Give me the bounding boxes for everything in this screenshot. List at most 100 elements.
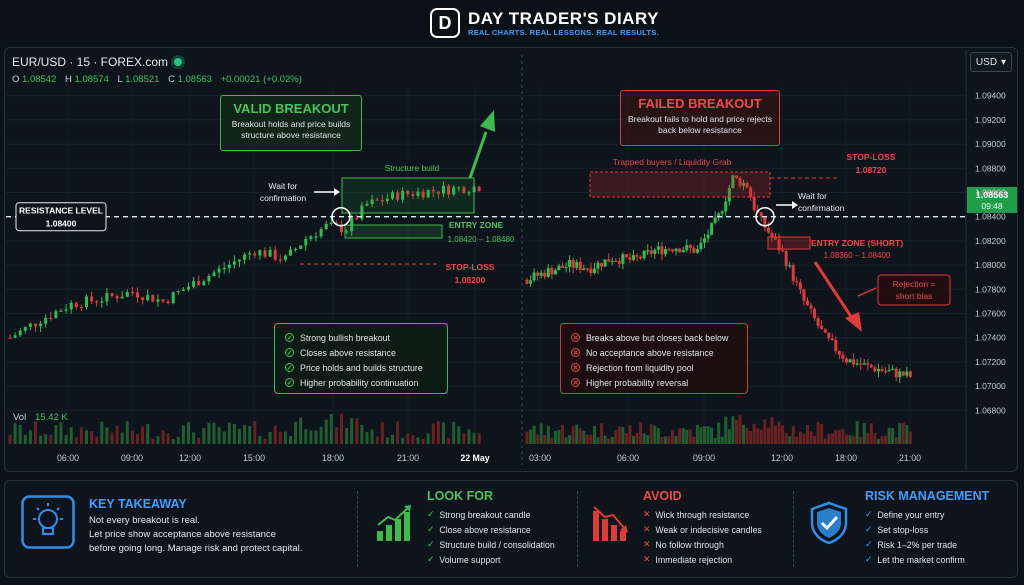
resistance-label-box xyxy=(15,202,107,232)
volume-bar xyxy=(564,437,568,444)
candle-body xyxy=(600,262,604,267)
wait-left-line-1: Wait for xyxy=(269,181,298,191)
volume-bar xyxy=(770,417,774,444)
symbol-header[interactable]: EUR/USD · 15 · FOREX.com xyxy=(12,55,183,69)
candle-body xyxy=(283,255,287,260)
key-takeaway-section: KEY TAKEAWAY Not every breakout is real.… xyxy=(17,481,347,577)
x-tick-label: 21:00 xyxy=(397,453,419,463)
candle-body xyxy=(329,222,333,224)
volume-bar xyxy=(141,426,145,444)
growth-bars-icon xyxy=(377,505,411,541)
volume-bar xyxy=(329,413,333,444)
volume-bar xyxy=(837,430,841,444)
list-item: ✕ Breaks above but closes back below xyxy=(571,330,737,345)
volume-bar xyxy=(105,427,109,444)
volume-bar xyxy=(731,416,735,444)
volume-bar xyxy=(334,427,338,444)
candle-body xyxy=(90,296,94,302)
candle-body xyxy=(125,292,129,297)
stop-loss-long-label: STOP-LOSS xyxy=(446,262,495,272)
candle-body xyxy=(39,323,43,327)
candle-body xyxy=(607,259,611,262)
candle-body xyxy=(115,295,119,299)
volume-bar xyxy=(816,422,820,444)
check-circle-icon: ✓ xyxy=(285,378,294,387)
candle-body xyxy=(745,182,749,188)
list-item: ✓ Price holds and builds structure xyxy=(285,360,437,375)
volume-bar xyxy=(791,426,795,444)
volume-bar xyxy=(391,434,394,444)
volume-bar xyxy=(539,423,543,444)
volume-bar xyxy=(724,416,728,444)
candle-body xyxy=(667,249,671,251)
candle-body xyxy=(894,368,898,378)
candle-body xyxy=(100,301,104,303)
volume-bar xyxy=(550,437,554,444)
x-icon: ✕ xyxy=(643,509,651,519)
volume-bar xyxy=(85,430,88,444)
candle-body xyxy=(582,268,586,270)
list-item: ✓ Let the market confirm xyxy=(865,554,965,565)
last-price-value: 1.08563 xyxy=(976,190,1009,200)
candle-body xyxy=(18,330,22,336)
x-tick-label: 06:00 xyxy=(57,453,79,463)
candle-body xyxy=(197,280,201,286)
stop-loss-short-label: STOP-LOSS xyxy=(847,152,896,162)
list-item: ✓ Strong breakout candle xyxy=(427,509,531,520)
list-item: ✕ Rejection from liquidity pool xyxy=(571,360,737,375)
volume-bar xyxy=(617,426,621,444)
list-item: ✓ Set stop-loss xyxy=(865,524,929,535)
ticker-label[interactable]: EUR/USD · 15 · FOREX.com xyxy=(12,55,169,69)
volume-bar xyxy=(39,435,43,444)
volume-bar xyxy=(49,434,53,444)
candle-body xyxy=(462,187,466,194)
candle-body xyxy=(360,205,364,220)
candle-body xyxy=(355,218,359,220)
candle-body xyxy=(550,268,554,275)
arrow-head-icon xyxy=(845,312,862,332)
currency-selector[interactable]: USD ▾ xyxy=(970,52,1012,72)
arrow-head-icon xyxy=(334,188,340,196)
candle-body xyxy=(543,272,547,277)
volume-bar xyxy=(187,422,190,444)
brand-logo: D DAY TRADER'S DIARY REAL CHARTS. REAL L… xyxy=(430,8,659,38)
candle-body xyxy=(802,289,806,301)
candle-body xyxy=(685,245,689,251)
chart-panel[interactable] xyxy=(4,47,1018,472)
volume-bar xyxy=(692,436,696,444)
candle-body xyxy=(766,227,770,233)
volume-bar xyxy=(44,433,48,444)
key-takeaway-title: KEY TAKEAWAY xyxy=(89,497,187,511)
volume-bar xyxy=(738,414,742,444)
volume-bar xyxy=(766,427,770,444)
volume-bar xyxy=(887,427,891,444)
valid-breakout-text: Breakout holds and price builds structur… xyxy=(231,119,351,140)
volume-bar xyxy=(283,431,287,444)
wait-left-line-2: confirmation xyxy=(260,193,307,203)
volume-bar xyxy=(278,431,282,444)
volume-bar xyxy=(894,436,898,444)
wait-right-line-2: confirmation xyxy=(798,203,845,213)
candle-body xyxy=(110,293,114,296)
volume-bar xyxy=(585,434,589,444)
y-tick-label: 1.08000 xyxy=(975,260,1006,270)
candle-body xyxy=(391,192,394,199)
candle-body xyxy=(268,249,272,257)
checklist-text: Rejection from liquidity pool xyxy=(586,362,694,373)
candle-body xyxy=(632,255,635,260)
candle-body xyxy=(798,282,802,290)
volume-bar xyxy=(536,434,540,444)
failed-breakout-callout: FAILED BREAKOUT Breakout fails to hold a… xyxy=(620,90,780,146)
candle-body xyxy=(784,251,788,267)
entry-zone-short-label: ENTRY ZONE (SHORT) xyxy=(811,238,903,248)
volume-bar xyxy=(79,427,83,444)
volume-bar xyxy=(763,419,767,444)
volume-bar xyxy=(192,432,196,444)
volume-bar xyxy=(695,424,699,444)
candle-body xyxy=(891,368,895,371)
volume-bar xyxy=(258,435,262,444)
candle-body xyxy=(660,246,664,255)
candle-body xyxy=(710,222,714,235)
